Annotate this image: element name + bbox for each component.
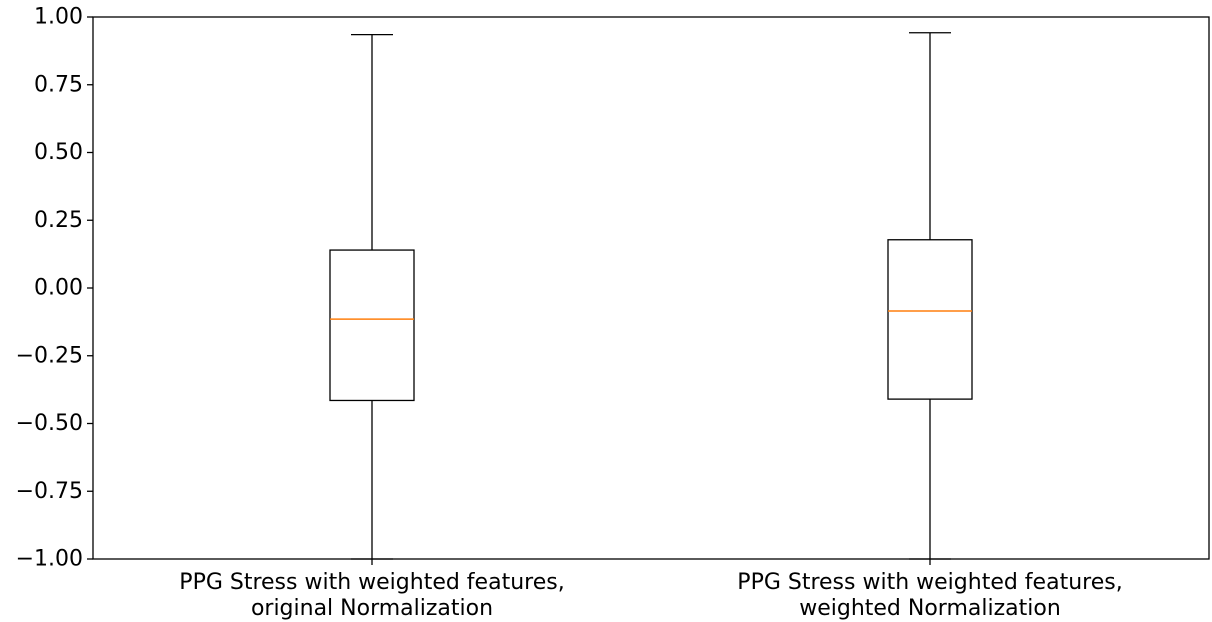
y-tick-label: −1.00: [16, 547, 83, 572]
x-tick-label-line: PPG Stress with weighted features,: [179, 570, 564, 595]
y-tick-label: −0.75: [16, 479, 83, 504]
x-tick-label: PPG Stress with weighted features, origin…: [179, 570, 564, 621]
y-tick-label: 0.50: [34, 140, 83, 165]
x-tick-label-line: PPG Stress with weighted features,: [737, 570, 1122, 595]
iqr-box: [329, 249, 415, 402]
x-tick-label: PPG Stress with weighted features, weight…: [737, 570, 1122, 621]
y-tick-label: 0.25: [34, 208, 83, 233]
plot-frame: [92, 16, 1210, 560]
x-tick-label-line: original Normalization: [251, 596, 493, 621]
box-series: [329, 32, 973, 560]
y-tick-label: 1.00: [34, 5, 83, 30]
iqr-box: [887, 239, 973, 400]
x-axis: PPG Stress with weighted features, origin…: [179, 559, 1123, 621]
y-tick-label: 0.75: [34, 72, 83, 97]
y-tick-label: 0.00: [34, 276, 83, 301]
box-2: [887, 32, 973, 560]
y-tick-label: −0.50: [16, 411, 83, 436]
y-tick-label: −0.25: [16, 343, 83, 368]
x-tick-label-line: weighted Normalization: [799, 596, 1061, 621]
y-axis: 1.00 0.75 0.50 0.25 0.00 −0.25 −0.50 −0.75 −1.00: [16, 5, 93, 572]
box-1: [329, 33, 415, 560]
